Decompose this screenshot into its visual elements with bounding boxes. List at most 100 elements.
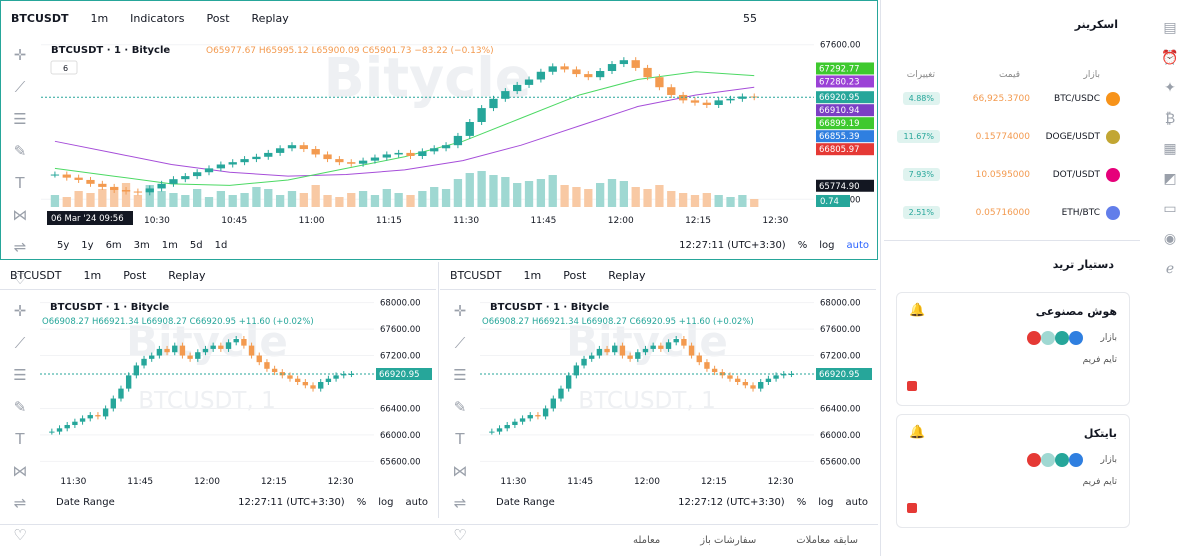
auto-toggle[interactable]: auto [405,496,428,508]
percent-toggle[interactable]: % [796,496,807,508]
post[interactable]: Post [206,11,230,25]
toolbar: BTCUSDT 1m Indicators Post Replay 55 [1,1,877,35]
tool-icon[interactable]: ⟋ [14,334,26,352]
sub-bottom-bar: Date Range 12:27:12 (UTC+3:30)% log auto [488,490,876,514]
tool-icon[interactable]: ♡ [453,526,467,544]
tool-icon[interactable]: ♡ [13,526,27,544]
range-button[interactable]: 1m [161,239,178,251]
tool-icon[interactable]: ✛ [453,302,467,320]
tool-icon[interactable]: ☰ [453,366,467,384]
tool-icon[interactable]: ✎ [13,398,27,416]
candle [133,191,143,193]
range-button[interactable]: 6m [105,239,122,251]
change: 11.67% [897,130,940,143]
replay[interactable]: Replay [168,268,206,282]
candle [513,84,522,92]
crosshair-time: 06 Mar '24 09:56 [51,214,124,224]
tool-icon[interactable]: T [15,430,25,448]
tab[interactable]: سابقه معاملات [796,535,858,546]
nav-icon[interactable]: ▤ [1163,20,1177,36]
nav-icon[interactable]: ◩ [1163,171,1177,187]
post[interactable]: Post [563,268,587,282]
tool-icon[interactable]: ✎ [13,142,27,160]
clock: 12:27:11 (UTC+3:30) [679,239,786,251]
tool-icon[interactable]: ✛ [13,46,27,64]
tool-icon[interactable]: ⋈ [12,462,28,480]
y-tick-label: 65600.00 [380,457,421,467]
tool-icon[interactable]: ⟋ [14,78,26,96]
percent-toggle[interactable]: % [797,239,808,251]
symbol[interactable]: BTCUSDT [11,11,69,25]
x-tick-label: 12:00 [194,477,220,487]
nav-icon[interactable]: ▭ [1163,201,1177,217]
zoom[interactable]: 55 [743,11,757,25]
nav-icon[interactable]: ▦ [1163,141,1177,157]
nav-icon[interactable]: ◉ [1163,231,1177,247]
auto-toggle[interactable]: auto [845,496,868,508]
tool-icon[interactable]: ⋈ [452,462,468,480]
volume-bar [299,193,308,207]
candle [169,179,178,184]
replay[interactable]: Replay [251,11,289,25]
coin-icon [1041,453,1055,467]
candle [758,382,764,389]
volume-bar [489,175,498,207]
range-button[interactable]: 3m [133,239,150,251]
market[interactable]: DOT/USDT [1052,170,1100,180]
candle [612,345,618,353]
volume-bar [607,179,617,207]
interval[interactable]: 1m [90,11,109,25]
auto-toggle[interactable]: auto [846,239,869,251]
tool-icon[interactable]: ☰ [13,110,27,128]
date-range[interactable]: Date Range [496,496,555,508]
market[interactable]: DOGE/USDT [1045,132,1100,142]
nav-icon[interactable]: ℯ [1165,261,1175,277]
tool-icon[interactable]: ☰ [13,366,27,384]
log-toggle[interactable]: log [378,496,394,508]
symbol[interactable]: BTCUSDT [10,268,62,282]
delete[interactable] [907,503,917,513]
post[interactable]: Post [123,268,147,282]
tool-icon[interactable]: ⇌ [13,238,27,256]
nav-icon[interactable]: ₿ [1164,111,1176,127]
delete[interactable] [907,381,917,391]
volume-bar [275,195,285,207]
date-range[interactable]: Date Range [56,496,115,508]
log-toggle[interactable]: log [818,496,834,508]
tool-icon[interactable]: ♡ [13,270,27,288]
tool-icon[interactable]: ⇌ [453,494,467,512]
tool-icon[interactable]: T [15,174,25,192]
tool-icon[interactable]: ⇌ [13,494,27,512]
interval[interactable]: 1m [83,268,102,282]
candle [187,355,193,359]
candle [565,375,572,389]
volume-bar [690,195,700,207]
tool-icon[interactable]: ⟋ [454,334,466,352]
tool-icon[interactable]: ⋈ [12,206,28,224]
range-button[interactable]: 5d [189,239,203,251]
sub-chart: Bitycle BTCUSDT, 1 65600.00 66000.00 66400.0… [40,296,436,492]
indicators[interactable]: Indicators [130,11,185,25]
log-toggle[interactable]: log [819,239,835,251]
candle [225,342,232,349]
market[interactable]: ETH/BTC [1061,208,1100,218]
tool-icon[interactable]: ✎ [453,398,467,416]
range-button[interactable]: 5y [57,239,70,251]
tab[interactable]: سفارشات باز [700,535,757,546]
tab[interactable]: معامله [632,535,661,546]
market[interactable]: BTC/USDC [1054,94,1100,104]
range-button[interactable]: 1d [214,239,228,251]
tool-icon[interactable]: ✛ [13,302,27,320]
range-button[interactable]: 1y [81,239,94,251]
candle [406,152,415,156]
volume-bar [631,187,640,207]
symbol[interactable]: BTCUSDT [450,268,502,282]
nav-icon[interactable]: ⏰ [1161,50,1179,66]
volume-bar [323,195,332,207]
tool-icon[interactable]: T [455,430,465,448]
percent-toggle[interactable]: % [356,496,367,508]
nav-icon[interactable]: ✦ [1164,80,1176,96]
replay[interactable]: Replay [608,268,646,282]
interval[interactable]: 1m [523,268,542,282]
